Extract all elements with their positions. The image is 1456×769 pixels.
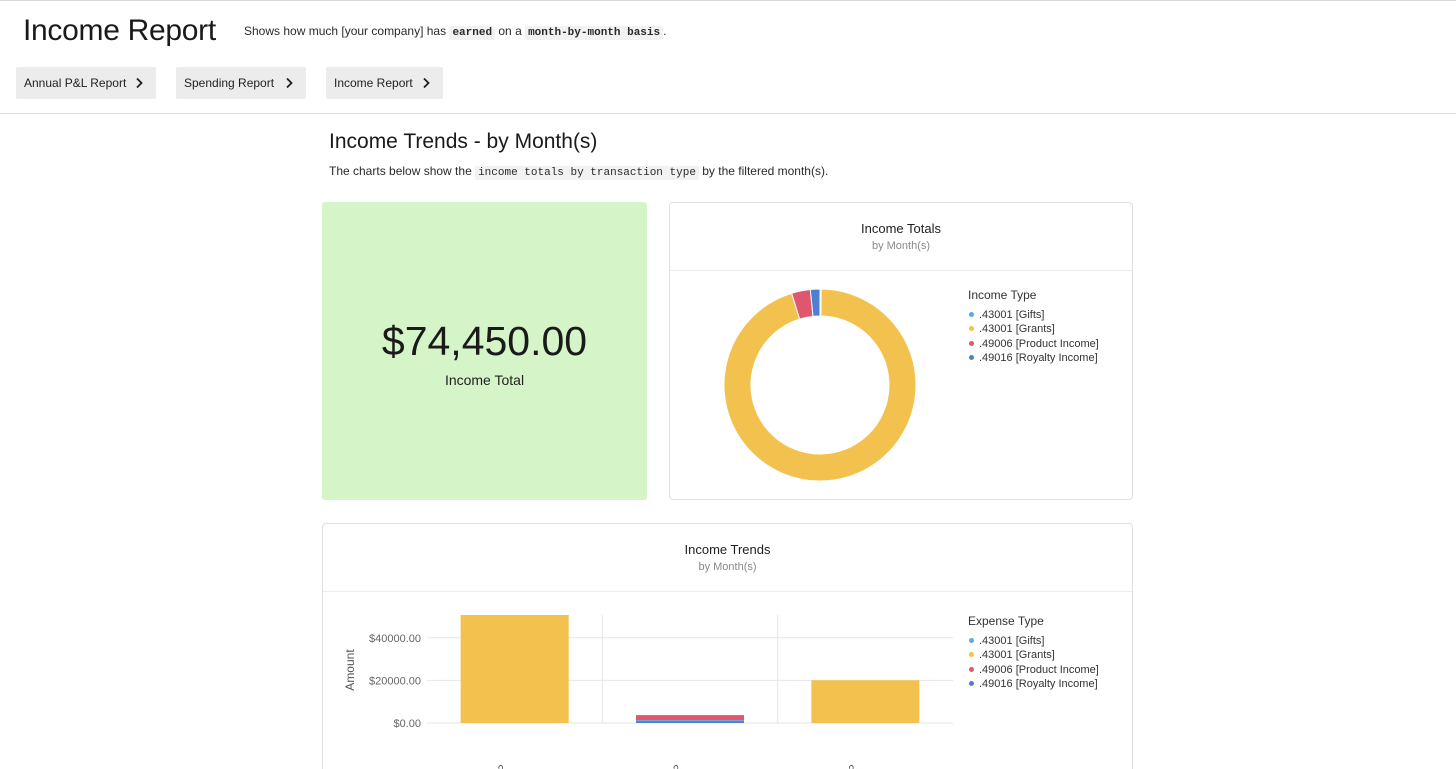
section-description: The charts below show the income totals … [329, 164, 829, 180]
income-trends-header: Income Trends by Month(s) [323, 524, 1132, 592]
x-tick-label: Nov 2022 [642, 763, 684, 769]
legend-label: .43001 [Grants] [979, 323, 1055, 335]
income-totals-title: Income Totals [861, 221, 941, 236]
y-tick-label: $40000.00 [369, 633, 421, 645]
legend-label: .43001 [Grants] [979, 649, 1055, 661]
income-total-label: Income Total [444, 372, 525, 388]
desc-code-basis: month-by-month basis [525, 26, 664, 40]
spending-report-label: Spending Report [184, 76, 275, 90]
chevron-right-icon [423, 77, 430, 89]
donut-legend-item-royalty[interactable]: .49016 [Royalty Income] [969, 352, 1098, 364]
page-header: Income Report Shows how much [your compa… [0, 0, 1456, 114]
desc-text-3: . [663, 24, 667, 38]
bar-segment[interactable] [636, 720, 744, 722]
expense-type-legend-title: Expense Type [968, 614, 1044, 628]
chevron-right-icon [286, 77, 293, 89]
page-description: Shows how much [your company] has earned… [244, 24, 667, 40]
income-total-card: $74,450.00 Income Total [322, 202, 647, 500]
bar-segment[interactable] [811, 680, 920, 723]
annual-pl-report-label: Annual P&L Report [24, 76, 127, 90]
legend-dot [969, 680, 974, 686]
bar-legend-item-gifts[interactable]: .43001 [Gifts] [969, 635, 1044, 647]
income-report-label: Income Report [334, 76, 413, 90]
donut-legend-item-grants[interactable]: .43001 [Grants] [969, 323, 1055, 335]
income-trends-title: Income Trends [684, 542, 771, 557]
legend-label: .49006 [Product Income] [979, 664, 1099, 676]
bar-legend-item-product[interactable]: .49006 [Product Income] [969, 664, 1099, 676]
legend-dot [969, 354, 974, 360]
legend-label: .43001 [Gifts] [979, 635, 1045, 647]
top-border [0, 0, 1456, 1]
legend-dot [969, 666, 974, 672]
y-tick-label: $0.00 [393, 718, 421, 730]
legend-label: .49006 [Product Income] [979, 338, 1099, 350]
section-title: Income Trends - by Month(s) [329, 130, 598, 153]
legend-label: .43001 [Gifts] [979, 309, 1045, 321]
bar-legend-item-grants[interactable]: .43001 [Grants] [969, 649, 1055, 661]
income-totals-header: Income Totals by Month(s) [670, 203, 1132, 271]
section-desc-text-1: The charts below show the [329, 164, 476, 178]
legend-label: .49016 [Royalty Income] [979, 352, 1098, 364]
legend-label: .49016 [Royalty Income] [979, 678, 1098, 690]
bar-legend-item-royalty[interactable]: .49016 [Royalty Income] [969, 678, 1098, 690]
page-title: Income Report [23, 14, 216, 47]
donut-legend-item-gifts[interactable]: .43001 [Gifts] [969, 309, 1044, 321]
y-axis-label: Amount [343, 649, 357, 691]
income-totals-subtitle: by Month(s) [871, 240, 931, 252]
income-type-legend-title: Income Type [968, 288, 1037, 302]
legend-dot [969, 651, 974, 657]
donut-legend-item-product[interactable]: .49006 [Product Income] [969, 338, 1099, 350]
chevron-right-icon [136, 77, 143, 89]
legend-dot [969, 340, 974, 346]
section-desc-code: income totals by transaction type [475, 166, 699, 180]
legend-dot [969, 311, 974, 317]
bar-segment[interactable] [636, 715, 744, 721]
donut-slice[interactable] [809, 288, 821, 317]
section-desc-text-2: by the filtered month(s). [698, 164, 829, 178]
bar-segment[interactable] [636, 720, 744, 723]
income-trends-bar-chart: $0.00 $20000.00 $40000.00 Amount Oct 2022 Nov… [343, 615, 953, 769]
legend-dot [969, 325, 974, 331]
income-trends-subtitle: by Month(s) [698, 561, 757, 573]
income-totals-donut-chart [723, 288, 917, 482]
income-trends-card: Income Trends by Month(s) $0.00 $20000.00… [322, 523, 1133, 769]
y-tick-label: $20000.00 [369, 675, 421, 687]
income-total-value: $74,450.00 [381, 318, 588, 364]
x-tick-label: Dec 2022 [818, 763, 860, 769]
desc-text-1: Shows how much [your company] has [244, 24, 450, 38]
income-totals-card: Income Totals by Month(s) Income Type .4… [669, 202, 1133, 500]
desc-text-2: on a [495, 24, 526, 38]
spending-report-button[interactable]: Spending Report [176, 67, 306, 99]
legend-dot [969, 637, 974, 643]
income-report-button[interactable]: Income Report [326, 67, 443, 99]
donut-slice[interactable] [723, 288, 917, 482]
x-tick-label: Oct 2022 [469, 763, 509, 769]
annual-pl-report-button[interactable]: Annual P&L Report [16, 67, 156, 99]
bar-segment[interactable] [460, 615, 569, 723]
desc-code-earned: earned [449, 26, 496, 40]
